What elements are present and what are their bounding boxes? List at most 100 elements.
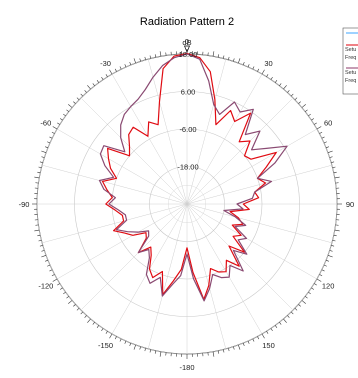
tick-252 [41, 250, 45, 252]
tick-248 [45, 259, 49, 262]
angle-label-0: 0 [185, 37, 189, 46]
tick-166 [222, 349, 225, 353]
angle-label-3: 90 [346, 200, 354, 209]
tick-290 [41, 150, 47, 153]
tick-202 [129, 342, 132, 346]
tick-228 [73, 304, 76, 307]
tick-302 [57, 122, 60, 125]
tick-76 [332, 166, 336, 169]
tick-62 [319, 131, 323, 134]
tick-24 [247, 64, 250, 68]
tick-192 [154, 350, 157, 354]
legend-text-1: Setu [345, 47, 356, 53]
tick-150 [261, 333, 265, 339]
spoke-255 [42, 203, 188, 244]
tick-292 [45, 146, 49, 149]
tick-20 [238, 58, 241, 64]
tick-142 [279, 322, 282, 325]
tick-116 [321, 269, 325, 272]
ring-label-0: -18.00 [177, 163, 198, 172]
tick-334 [119, 66, 122, 70]
tick-236 [59, 287, 63, 290]
tick-244 [49, 269, 53, 272]
tick-330 [109, 69, 113, 75]
marker-triangle-icon [183, 45, 191, 53]
tick-348 [154, 54, 157, 58]
tick-286 [39, 161, 43, 163]
tick-104 [332, 239, 336, 242]
spoke-120 [186, 203, 318, 280]
tick-200 [133, 344, 136, 350]
tick-36 [274, 80, 278, 83]
tick-42 [287, 90, 290, 93]
tick-344 [144, 56, 146, 60]
tick-118 [319, 274, 323, 277]
tick-294 [47, 141, 51, 144]
tick-156 [247, 340, 250, 344]
tick-216 [96, 325, 100, 328]
series-group [98, 52, 288, 302]
tick-218 [92, 322, 95, 325]
tick-28 [257, 68, 260, 72]
tick-60 [316, 126, 322, 130]
angle-label-6: -180 [179, 363, 194, 372]
tick-312 [73, 101, 76, 104]
tick-126 [308, 291, 311, 295]
tick-10 [212, 51, 215, 57]
tick-146 [270, 328, 273, 332]
tick-240 [52, 278, 58, 282]
tick-350 [159, 51, 162, 57]
spoke-15 [186, 59, 227, 205]
axis-labels: 0 30 60 90 120 150 -180 -150 -120 -90 -60 -30 -18.00… [19, 37, 355, 372]
tick-316 [80, 93, 84, 97]
spoke-105 [186, 203, 332, 244]
tick-232 [66, 296, 69, 299]
tick-210 [109, 333, 113, 339]
tick-48 [298, 101, 301, 104]
tick-52 [305, 109, 308, 112]
tick-336 [124, 64, 127, 68]
angle-label-11: -30 [100, 59, 111, 68]
chart-title: Radiation Pattern 2 [140, 16, 234, 28]
tick-168 [217, 350, 220, 354]
angle-label-7: -150 [98, 341, 113, 350]
tick-250 [41, 255, 47, 258]
tick-260 [34, 229, 40, 232]
tick-304 [59, 118, 63, 121]
tick-256 [38, 239, 42, 242]
tick-258 [37, 234, 41, 237]
tick-328 [105, 74, 108, 77]
tick-138 [287, 315, 290, 318]
tick-234 [63, 291, 66, 295]
tick-338 [129, 62, 132, 66]
angle-label-1: 30 [264, 59, 272, 68]
tick-314 [76, 97, 80, 101]
tick-222 [84, 315, 87, 318]
spoke-60 [186, 128, 318, 205]
angle-label-9: -90 [19, 200, 30, 209]
tick-110 [327, 255, 333, 258]
tick-30 [261, 69, 265, 75]
spoke-225 [80, 203, 188, 311]
angle-label-10: -60 [40, 119, 51, 128]
tick-158 [242, 342, 245, 346]
tick-220 [87, 318, 91, 323]
angle-label-4: 120 [322, 282, 335, 291]
tick-332 [114, 68, 117, 72]
tick-326 [101, 76, 104, 80]
tick-72 [329, 156, 333, 158]
tick-324 [96, 80, 100, 83]
tick-190 [159, 351, 162, 357]
tick-318 [84, 90, 87, 93]
tick-58 [314, 122, 317, 125]
tick-206 [119, 338, 122, 342]
tick-296 [49, 136, 53, 139]
tick-282 [37, 171, 41, 174]
tick-300 [52, 126, 58, 130]
tick-112 [325, 259, 329, 262]
legend-text-2: Freq [345, 55, 356, 61]
spoke-30 [186, 73, 263, 205]
tick-148 [266, 331, 269, 334]
tick-102 [333, 234, 337, 237]
tick-68 [325, 146, 329, 149]
